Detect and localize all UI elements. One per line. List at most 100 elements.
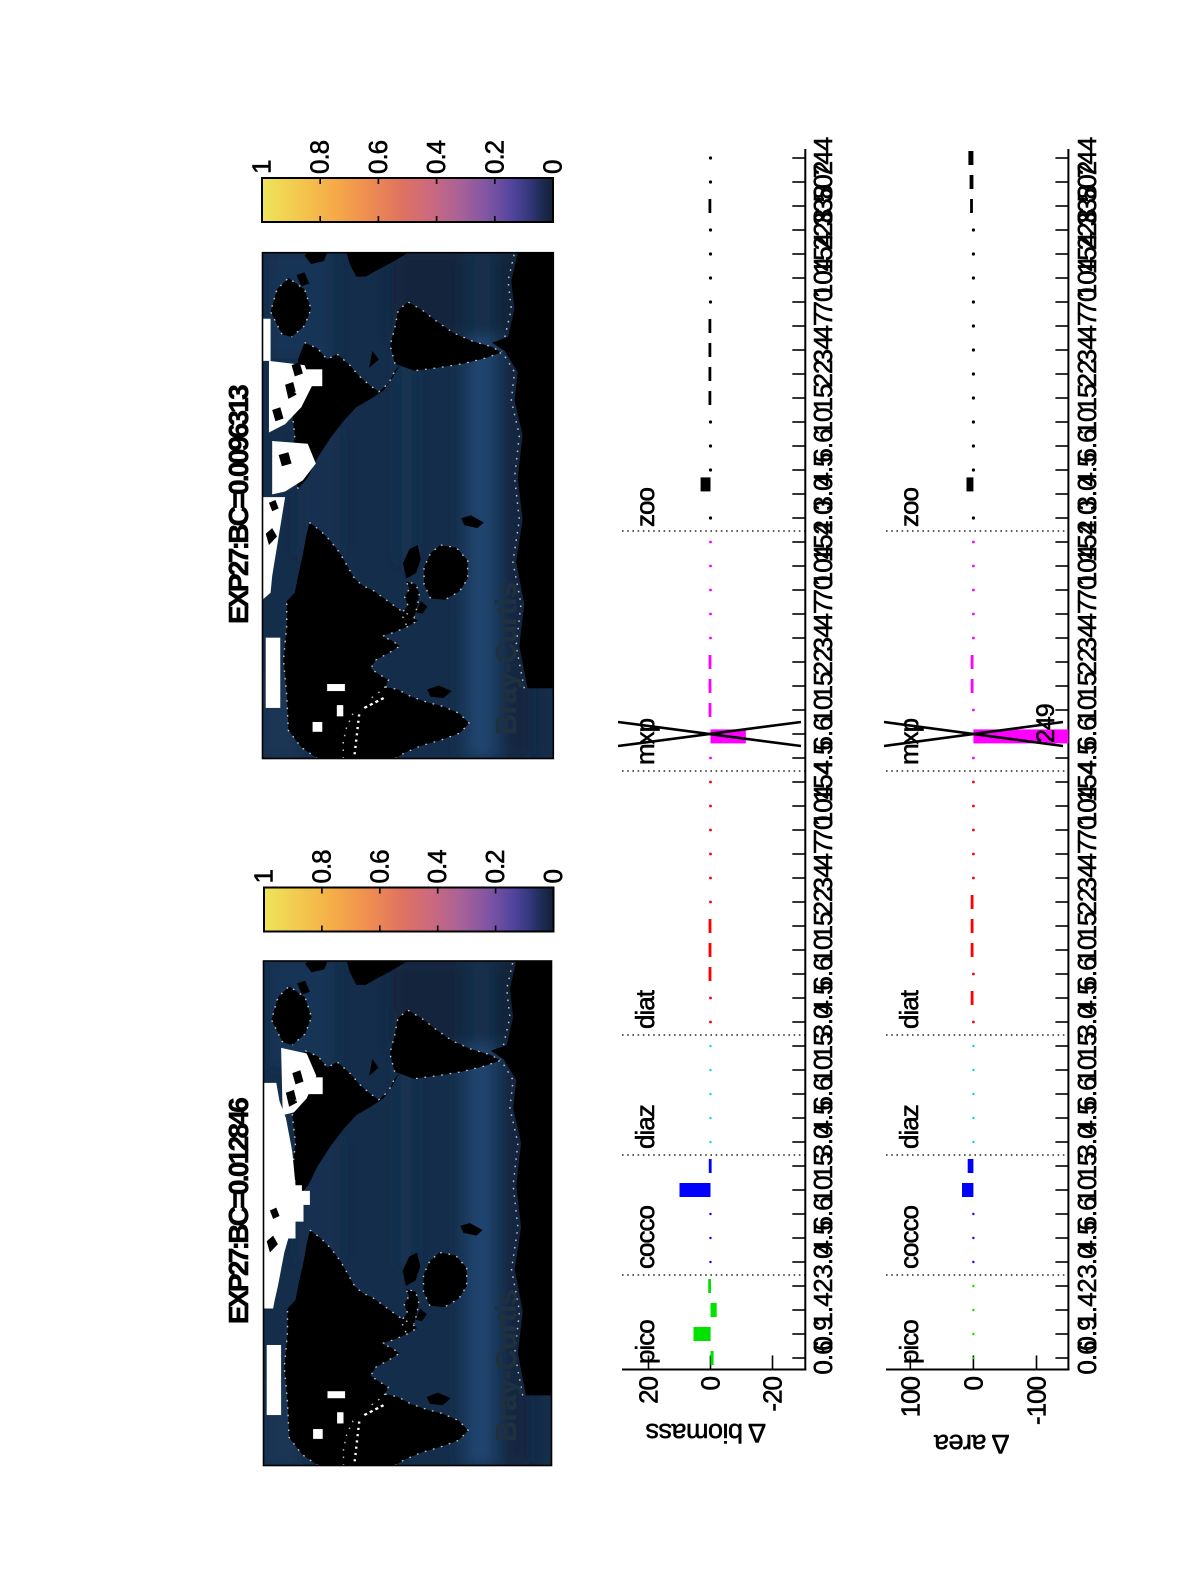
svg-text:154: 154	[808, 233, 838, 274]
svg-text:22: 22	[1072, 360, 1102, 387]
svg-text:-100: -100	[1022, 1376, 1052, 1425]
svg-text:Δ biomass: Δ biomass	[646, 1418, 766, 1448]
svg-text:47: 47	[808, 312, 838, 339]
svg-text:249: 249	[1032, 704, 1060, 743]
svg-text:1: 1	[249, 870, 279, 884]
svg-text:1.4: 1.4	[1072, 1293, 1102, 1327]
svg-text:6.6: 6.6	[1072, 1197, 1102, 1231]
svg-text:10: 10	[1072, 696, 1102, 723]
svg-text:154: 154	[1072, 233, 1102, 274]
svg-text:0.6: 0.6	[808, 1341, 838, 1375]
svg-text:4.5: 4.5	[808, 1221, 838, 1255]
svg-text:4.5: 4.5	[1072, 1101, 1102, 1135]
svg-text:6.6: 6.6	[808, 1077, 838, 1111]
svg-text:70: 70	[1072, 816, 1102, 843]
svg-text:Bray-Curtis: Bray-Curtis	[491, 1290, 523, 1442]
svg-text:15: 15	[808, 1032, 838, 1059]
svg-text:1: 1	[247, 160, 277, 174]
svg-text:15: 15	[808, 384, 838, 411]
svg-text:47: 47	[1072, 312, 1102, 339]
svg-text:104: 104	[1072, 785, 1102, 826]
svg-text:338: 338	[808, 185, 838, 226]
svg-text:34: 34	[1072, 624, 1102, 651]
svg-text:34: 34	[1072, 864, 1102, 891]
svg-text:3.0: 3.0	[808, 1245, 838, 1279]
svg-text:0.6: 0.6	[363, 140, 393, 174]
svg-text:20: 20	[634, 1376, 664, 1403]
svg-text:104: 104	[808, 545, 838, 586]
svg-text:0.9: 0.9	[808, 1317, 838, 1351]
svg-text:228: 228	[808, 209, 838, 250]
svg-text:0: 0	[538, 160, 568, 174]
svg-text:70: 70	[808, 576, 838, 603]
svg-text:3.0: 3.0	[808, 1005, 838, 1039]
svg-text:70: 70	[1072, 288, 1102, 315]
svg-text:3.0: 3.0	[808, 477, 838, 511]
svg-text:10: 10	[808, 696, 838, 723]
svg-text:6.6: 6.6	[808, 429, 838, 463]
svg-text:4.5: 4.5	[1072, 741, 1102, 775]
svg-text:4.5: 4.5	[808, 741, 838, 775]
svg-text:70: 70	[808, 288, 838, 315]
svg-text:Δ area: Δ area	[933, 1429, 1010, 1459]
svg-text:0.8: 0.8	[305, 140, 335, 174]
svg-text:2: 2	[808, 1279, 838, 1293]
svg-text:diaz: diaz	[630, 1105, 660, 1149]
svg-text:10: 10	[808, 408, 838, 435]
svg-text:47: 47	[1072, 840, 1102, 867]
svg-text:228: 228	[1072, 209, 1102, 250]
svg-text:0: 0	[696, 1376, 726, 1390]
svg-text:pico: pico	[630, 1320, 660, 1364]
svg-text:4.5: 4.5	[1072, 1221, 1102, 1255]
svg-text:4.5: 4.5	[808, 1101, 838, 1135]
svg-text:4.5: 4.5	[808, 981, 838, 1015]
svg-text:34: 34	[808, 864, 838, 891]
svg-text:diat: diat	[894, 989, 924, 1029]
svg-text:10: 10	[1072, 936, 1102, 963]
svg-text:22: 22	[1072, 648, 1102, 675]
svg-text:EXP27:BC=0.012846: EXP27:BC=0.012846	[223, 1098, 254, 1324]
svg-text:47: 47	[1072, 600, 1102, 627]
svg-text:6.6: 6.6	[1072, 717, 1102, 751]
svg-text:10: 10	[1072, 1056, 1102, 1083]
svg-text:10: 10	[808, 1176, 838, 1203]
svg-text:22: 22	[1072, 888, 1102, 915]
svg-text:6.6: 6.6	[1072, 429, 1102, 463]
svg-text:154: 154	[808, 521, 838, 562]
svg-text:104: 104	[1072, 257, 1102, 298]
svg-text:104: 104	[1072, 545, 1102, 586]
svg-text:70: 70	[1072, 576, 1102, 603]
svg-text:15: 15	[1072, 1152, 1102, 1179]
svg-text:15: 15	[808, 672, 838, 699]
svg-text:cocco: cocco	[630, 1206, 660, 1269]
svg-text:15: 15	[1072, 1032, 1102, 1059]
svg-text:0.2: 0.2	[479, 140, 509, 174]
svg-text:0.4: 0.4	[421, 140, 451, 174]
svg-text:4.5: 4.5	[808, 453, 838, 487]
svg-text:3.0: 3.0	[1072, 477, 1102, 511]
svg-text:22: 22	[808, 360, 838, 387]
svg-text:744: 744	[808, 137, 838, 178]
svg-text:6.6: 6.6	[808, 957, 838, 991]
svg-text:0.8: 0.8	[306, 850, 336, 884]
svg-text:15: 15	[1072, 672, 1102, 699]
svg-text:3.0: 3.0	[808, 1125, 838, 1159]
svg-text:diat: diat	[630, 989, 660, 1029]
svg-text:4.5: 4.5	[1072, 453, 1102, 487]
svg-text:3.0: 3.0	[1072, 1005, 1102, 1039]
svg-text:0.6: 0.6	[1072, 1341, 1102, 1375]
svg-text:34: 34	[808, 336, 838, 363]
svg-text:cocco: cocco	[894, 1206, 924, 1269]
svg-text:2.0: 2.0	[808, 501, 838, 535]
svg-text:100: 100	[895, 1376, 925, 1417]
svg-text:154: 154	[808, 761, 838, 802]
svg-text:10: 10	[1072, 1176, 1102, 1203]
svg-text:0: 0	[538, 870, 568, 884]
svg-text:744: 744	[1072, 137, 1102, 178]
svg-text:502: 502	[808, 161, 838, 202]
svg-text:0: 0	[958, 1376, 988, 1390]
svg-text:Bray-Curtis: Bray-Curtis	[491, 583, 523, 735]
svg-text:3.0: 3.0	[1072, 1245, 1102, 1279]
svg-text:47: 47	[808, 600, 838, 627]
svg-text:0.9: 0.9	[1072, 1317, 1102, 1351]
